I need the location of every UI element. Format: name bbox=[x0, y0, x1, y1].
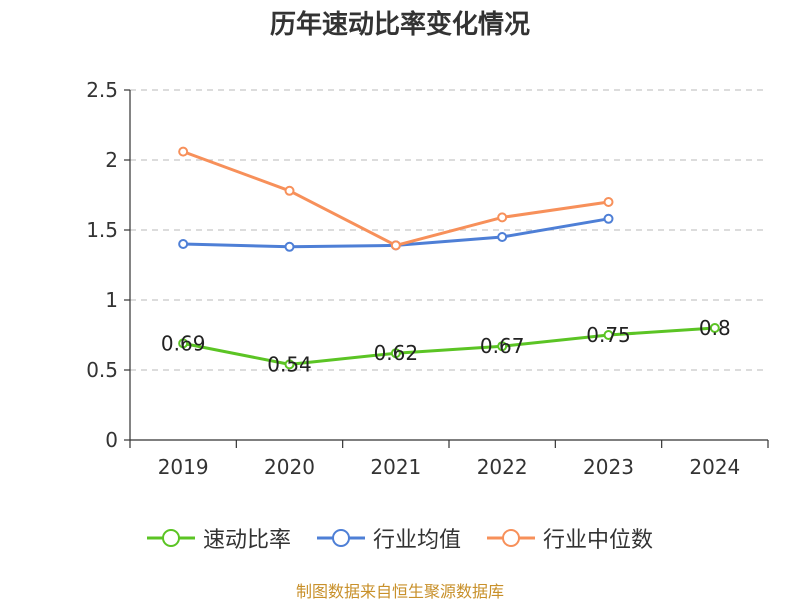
legend-item[interactable]: 速动比率 bbox=[146, 522, 291, 554]
data-label: 0.69 bbox=[161, 331, 206, 355]
x-tick-label: 2019 bbox=[158, 455, 209, 479]
x-tick-label: 2024 bbox=[689, 455, 740, 479]
y-tick-label: 1 bbox=[105, 288, 118, 312]
x-tick-label: 2022 bbox=[477, 455, 528, 479]
data-point bbox=[284, 185, 295, 196]
x-tick-label: 2020 bbox=[264, 455, 315, 479]
data-point bbox=[284, 241, 295, 252]
y-tick-label: 1.5 bbox=[86, 218, 118, 242]
legend-marker-icon bbox=[146, 529, 195, 547]
data-point bbox=[603, 197, 614, 207]
data-point bbox=[390, 240, 401, 251]
data-point bbox=[178, 338, 189, 349]
x-tick-label: 2023 bbox=[583, 455, 634, 479]
legend-marker-icon bbox=[316, 529, 365, 547]
data-point bbox=[497, 212, 508, 223]
data-point bbox=[603, 213, 614, 224]
data-point bbox=[497, 341, 508, 352]
data-label: 0.75 bbox=[586, 323, 631, 347]
series-line-1 bbox=[182, 326, 715, 366]
data-point bbox=[709, 323, 720, 333]
legend-label: 行业均值 bbox=[372, 528, 461, 553]
x-tick-label: 2021 bbox=[370, 455, 421, 479]
data-point bbox=[390, 348, 401, 359]
data-label: 0.8 bbox=[699, 316, 731, 340]
data-label: 0.67 bbox=[480, 334, 525, 358]
series-line-3 bbox=[182, 150, 609, 247]
legend: 速动比率 行业均值 行业中位数 bbox=[0, 518, 800, 558]
y-tick-label: 0.5 bbox=[86, 358, 118, 382]
source-note: 制图数据来自恒生聚源数据库 bbox=[295, 582, 504, 601]
legend-label: 行业中位数 bbox=[543, 528, 654, 553]
legend-item[interactable]: 行业均值 bbox=[316, 522, 461, 554]
data-label: 0.54 bbox=[267, 352, 312, 376]
data-point bbox=[497, 232, 508, 242]
data-point bbox=[178, 146, 189, 157]
legend-item[interactable]: 行业中位数 bbox=[487, 522, 653, 554]
data-label: 0.62 bbox=[374, 341, 419, 365]
data-point bbox=[284, 359, 295, 370]
data-point bbox=[603, 330, 614, 340]
legend-label: 速动比率 bbox=[202, 528, 291, 553]
y-tick-label: 2 bbox=[105, 148, 118, 172]
data-point bbox=[178, 239, 189, 249]
y-tick-label: 0 bbox=[105, 428, 118, 452]
legend-marker-icon bbox=[487, 529, 535, 547]
y-tick-label: 2.5 bbox=[86, 78, 118, 102]
chart-title: 历年速动比率变化情况 bbox=[269, 10, 530, 40]
